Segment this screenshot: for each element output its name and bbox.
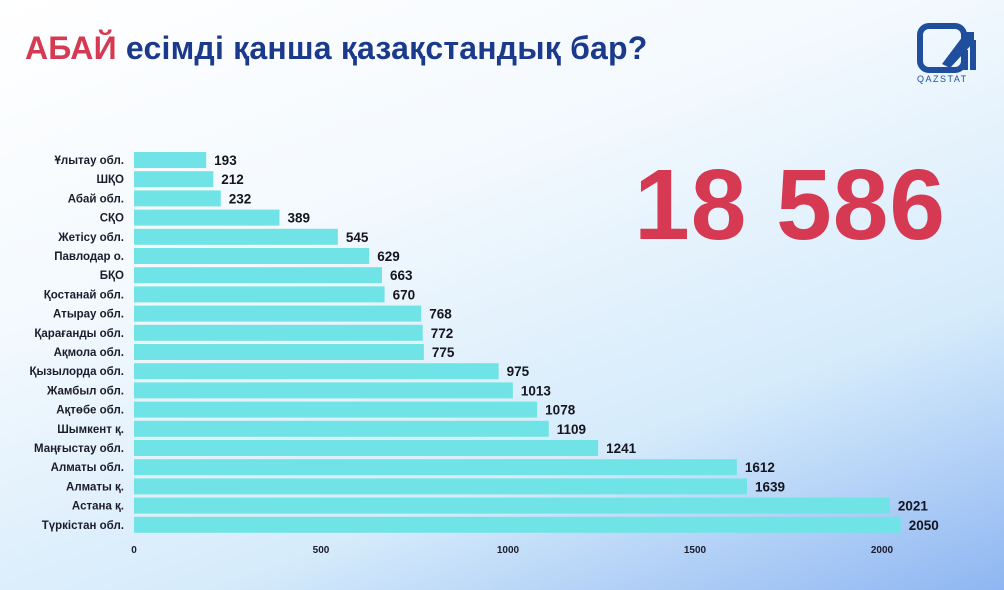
value-label: 1109 (557, 422, 586, 437)
bar-11 (134, 344, 424, 360)
bar-20 (134, 516, 901, 533)
value-label: 389 (287, 211, 310, 226)
value-label: 629 (377, 249, 400, 264)
value-label: 670 (393, 287, 416, 302)
x-tick-label: 0 (131, 545, 137, 556)
bar-9 (134, 305, 422, 322)
bar-1 (134, 152, 207, 168)
category-label: Астана қ. (72, 501, 124, 513)
x-tick-label: 1500 (684, 545, 707, 556)
bar-2 (134, 171, 214, 188)
title-highlight: АБАЙ (25, 30, 117, 66)
bar-7 (134, 267, 382, 284)
category-label: Қарағанды обл. (34, 328, 124, 340)
value-label: 663 (390, 268, 413, 283)
value-label: 772 (431, 326, 454, 341)
value-label: 1639 (755, 479, 785, 494)
category-label: Абай обл. (68, 193, 124, 205)
value-label: 768 (429, 307, 452, 322)
bar-15 (134, 420, 549, 437)
x-tick-label: 2000 (871, 545, 894, 556)
logo-text: QAZSTAT (917, 74, 968, 84)
value-label: 1078 (545, 403, 576, 418)
title-rest: есімді қанша қазақстандық бар? (116, 30, 648, 66)
value-label: 193 (214, 153, 237, 168)
category-label: Түркістан обл. (42, 520, 124, 532)
total-count: 18 586 (634, 149, 946, 261)
category-label: Шымкент қ. (57, 424, 124, 436)
bar-19 (134, 497, 890, 514)
category-label: Ұлытау обл. (55, 155, 124, 167)
category-label: Павлодар о. (54, 251, 124, 263)
value-label: 2050 (909, 518, 939, 533)
bar-4 (134, 209, 280, 226)
value-label: 775 (432, 345, 455, 360)
bar-10 (134, 324, 423, 341)
category-label: Қостанай обл. (44, 289, 124, 301)
value-label: 1013 (521, 383, 552, 398)
bar-3 (134, 190, 221, 207)
category-label: Ақмола обл. (54, 347, 124, 359)
bar-12 (134, 363, 499, 380)
value-label: 545 (346, 230, 369, 245)
category-label: Алматы қ. (66, 481, 124, 493)
bar-5 (134, 228, 338, 245)
bar-17 (134, 459, 737, 476)
category-label: Қызылорда обл. (29, 366, 124, 378)
category-label: Атырау обл. (53, 309, 124, 321)
value-label: 2021 (898, 499, 929, 514)
bar-16 (134, 440, 599, 456)
category-label: Жетісу обл. (57, 232, 124, 244)
category-label: СҚО (100, 213, 124, 225)
category-label: Алматы обл. (51, 462, 124, 474)
value-label: 1241 (606, 441, 637, 456)
value-label: 975 (507, 364, 530, 379)
page-title: АБАЙ есімді қанша қазақстандық бар? (25, 30, 648, 67)
qazstat-logo-icon (917, 23, 976, 73)
value-label: 1612 (745, 460, 775, 475)
bar-13 (134, 382, 513, 399)
bar-14 (134, 401, 538, 418)
value-label: 232 (229, 191, 252, 206)
x-tick-label: 1000 (497, 545, 520, 556)
bar-8 (134, 286, 385, 303)
bar-18 (134, 478, 747, 495)
x-tick-label: 500 (313, 545, 330, 556)
category-label: Маңғыстау обл. (34, 443, 124, 455)
category-label: Жамбыл обл. (46, 385, 124, 397)
value-label: 212 (221, 172, 244, 187)
bar-6 (134, 248, 370, 264)
category-label: ШҚО (96, 174, 124, 186)
category-label: БҚО (100, 270, 124, 282)
category-label: Ақтөбе обл. (56, 405, 124, 417)
